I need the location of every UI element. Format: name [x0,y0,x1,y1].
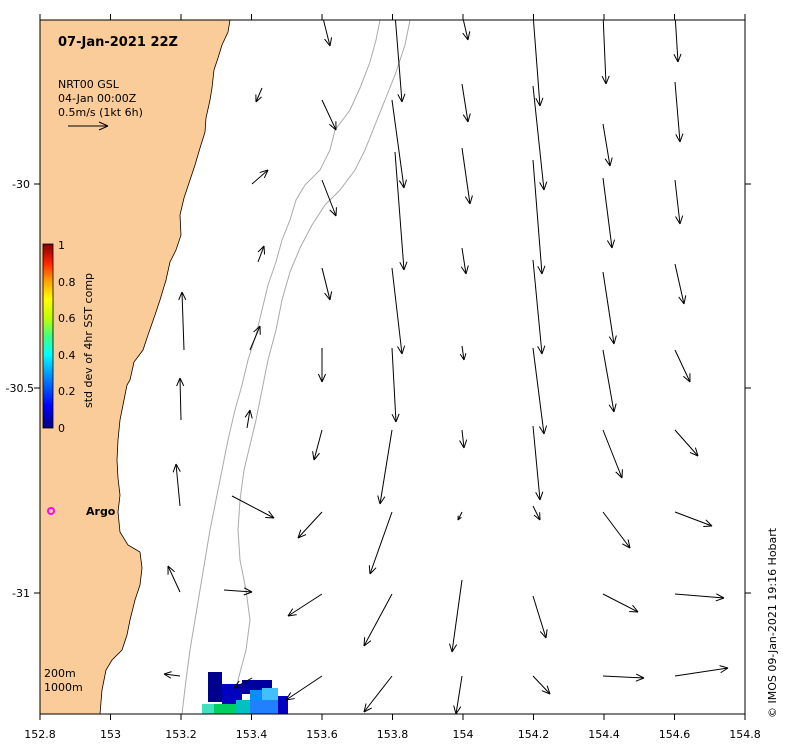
legend-scale: 0.5m/s (1kt 6h) [58,106,143,119]
isobath-legend: 200m 1000m [44,667,83,694]
colorbar-tick: 0.8 [58,276,76,289]
y-tick-label: -30 [12,178,30,191]
coastline-land [40,20,231,714]
argo-label: Argo [86,505,116,518]
map-title: 07-Jan-2021 22Z [58,35,178,50]
x-tick-label: 154 [453,728,474,741]
isobath-200m [181,20,381,714]
sst-patch [202,672,288,714]
isobath-1000m [231,20,411,714]
legend-date: 04-Jan 00:00Z [58,92,137,105]
x-tick-label: 154.8 [729,728,761,741]
colorbar-tick: 0.6 [58,312,76,325]
argo-marker[interactable]: Argo [47,505,116,518]
x-tick-label: 154.6 [659,728,691,741]
imos-credit: © IMOS 09-Jan-2021 19:16 Hobart [766,527,779,718]
colorbar-tick: 1 [58,239,65,252]
x-tick-label: 154.4 [588,728,620,741]
legend-arrow-icon [68,121,109,131]
isobath-label-1000m: 1000m [44,681,83,694]
x-tick-label: 153.6 [306,728,338,741]
colorbar-tick: 0.4 [58,349,76,362]
x-tick-label: 153 [100,728,121,741]
x-tick-label: 153.8 [377,728,409,741]
current-vectors [163,20,729,714]
colorbar-tick: 0.2 [58,385,76,398]
y-axis: -30 -30.5 -31 [6,178,34,600]
colorbar: 0 0.2 0.4 0.6 0.8 1 std dev of 4hr SST c… [42,239,95,435]
x-tick-label: 153.4 [236,728,268,741]
x-axis: 152.8 153 153.2 153.4 153.6 153.8 154 15… [24,728,761,741]
x-tick-label: 154.2 [518,728,550,741]
x-tick-label: 153.2 [165,728,197,741]
legend-product: NRT00 GSL [58,78,120,91]
argo-float-icon [47,507,55,515]
x-tick-label: 152.8 [24,728,56,741]
colorbar-tick: 0 [58,422,65,435]
colorbar-label: std dev of 4hr SST comp [82,273,95,408]
isobath-label-200m: 200m [44,667,76,680]
vector-legend: NRT00 GSL 04-Jan 00:00Z 0.5m/s (1kt 6h) [58,78,143,131]
y-tick-label: -31 [12,587,30,600]
y-tick-label: -30.5 [6,382,34,395]
